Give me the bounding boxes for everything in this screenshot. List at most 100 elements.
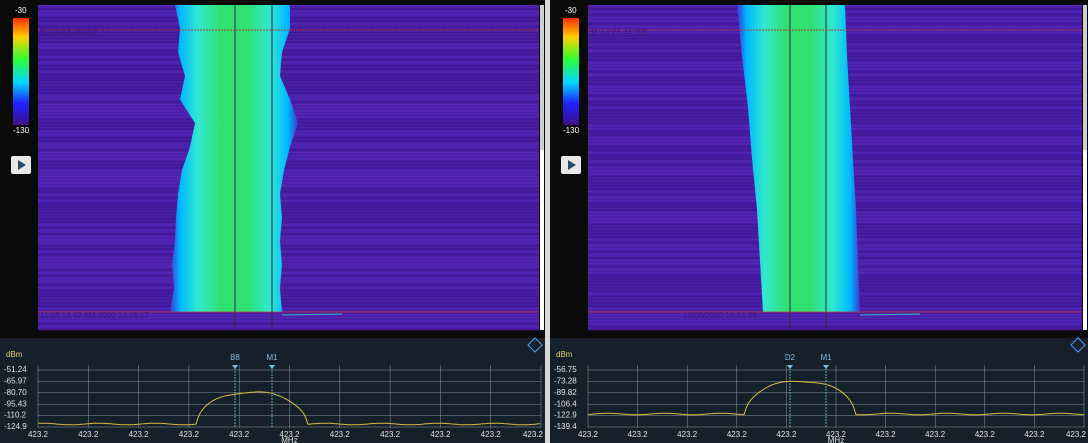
x-tick-label: 423.2 <box>1066 430 1087 439</box>
colorbar-max: -30 <box>565 6 577 15</box>
noise-line <box>38 215 539 217</box>
x-tick-label: 423.2 <box>430 430 451 439</box>
x-tick-label: 423.2 <box>179 430 200 439</box>
noise-line <box>588 320 1082 322</box>
colorbar-min: -130 <box>563 126 580 135</box>
marker-label: M1 <box>266 353 278 362</box>
noise-line <box>38 260 539 262</box>
noise-line <box>38 329 539 331</box>
timestamp: 10/06/2020 14:14:38 <box>683 311 757 320</box>
noise-line <box>38 278 539 280</box>
noise-line <box>38 227 539 229</box>
noise-line <box>38 182 539 184</box>
noise-line <box>588 326 1082 328</box>
noise-line <box>38 269 539 271</box>
noise-line <box>38 281 539 283</box>
noise-line <box>38 173 539 175</box>
noise-line <box>38 164 539 166</box>
y-tick-label: -124.9 <box>4 422 27 431</box>
noise-line <box>38 290 539 292</box>
x-tick-label: 423.2 <box>129 430 150 439</box>
signal-band <box>170 5 298 312</box>
x-unit: MHz <box>828 436 844 443</box>
noise-line <box>38 158 539 160</box>
analyzer-screen: 11:14:18.30.05211:15:13.42 AM 2020 14:16… <box>0 0 1088 443</box>
noise-line <box>38 296 539 298</box>
noise-line <box>38 326 539 328</box>
marker-label: B8 <box>230 353 240 362</box>
scroll-thumb <box>540 150 544 330</box>
marker-label: M1 <box>820 353 832 362</box>
noise-line <box>38 83 539 85</box>
noise-line <box>38 41 539 43</box>
y-tick-label: -95.43 <box>4 399 27 408</box>
x-tick-label: 423.2 <box>925 430 946 439</box>
noise-line <box>38 209 539 211</box>
noise-line <box>38 230 539 232</box>
timestamp: 11:15:13.42 AM 2020 14:16:17 <box>40 311 149 320</box>
noise-line <box>38 263 539 265</box>
marker-label: D2 <box>785 353 796 362</box>
noise-line <box>588 323 1082 325</box>
x-unit: MHz <box>281 436 297 443</box>
noise-line <box>588 314 1082 316</box>
noise-line <box>38 293 539 295</box>
noise-line <box>38 92 539 94</box>
noise-line <box>38 302 539 304</box>
noise-line <box>38 218 539 220</box>
colorbar-min: -130 <box>13 126 30 135</box>
noise-line <box>38 77 539 79</box>
noise-line <box>38 275 539 277</box>
noise-line <box>38 233 539 235</box>
x-tick-label: 423.2 <box>1024 430 1045 439</box>
x-tick-label: 423.2 <box>876 430 897 439</box>
noise-line <box>38 56 539 58</box>
y-unit: dBm <box>6 350 23 359</box>
noise-line <box>38 62 539 64</box>
noise-line <box>588 317 1082 319</box>
noise-line <box>38 323 539 325</box>
noise-line <box>38 320 539 322</box>
y-unit: dBm <box>556 350 573 359</box>
x-tick-label: 423.2 <box>380 430 401 439</box>
noise-line <box>38 170 539 172</box>
noise-line <box>38 38 539 40</box>
x-tick-label: 423.2 <box>578 430 599 439</box>
noise-line <box>38 80 539 82</box>
noise-line <box>38 287 539 289</box>
noise-line <box>38 245 539 247</box>
noise-line <box>38 44 539 46</box>
scroll-thumb <box>1083 150 1087 330</box>
colorbar <box>13 18 29 125</box>
x-tick-label: 423.2 <box>727 430 748 439</box>
x-tick-label: 423.2 <box>523 430 544 439</box>
noise-line <box>38 89 539 91</box>
noise-line <box>38 239 539 241</box>
noise-line <box>38 254 539 256</box>
noise-line <box>38 305 539 307</box>
y-tick-label: -122.9 <box>554 411 577 420</box>
noise-line <box>38 185 539 187</box>
x-tick-label: 423.2 <box>975 430 996 439</box>
noise-line <box>38 167 539 169</box>
y-tick-label: -110.2 <box>4 411 27 420</box>
noise-line <box>38 68 539 70</box>
x-tick-label: 423.2 <box>677 430 698 439</box>
noise-line <box>38 236 539 238</box>
y-tick-label: -51.24 <box>4 365 27 374</box>
noise-line <box>38 176 539 178</box>
noise-line <box>38 203 539 205</box>
noise-line <box>38 221 539 223</box>
noise-line <box>38 200 539 202</box>
noise-line <box>38 86 539 88</box>
noise-line <box>38 74 539 76</box>
x-tick-label: 423.2 <box>78 430 99 439</box>
colorbar <box>563 18 579 125</box>
noise-line <box>38 224 539 226</box>
x-tick-label: 423.2 <box>229 430 250 439</box>
noise-line <box>588 329 1082 331</box>
x-tick-label: 423.2 <box>776 430 797 439</box>
noise-line <box>38 308 539 310</box>
noise-line <box>38 242 539 244</box>
noise-line <box>38 155 539 157</box>
